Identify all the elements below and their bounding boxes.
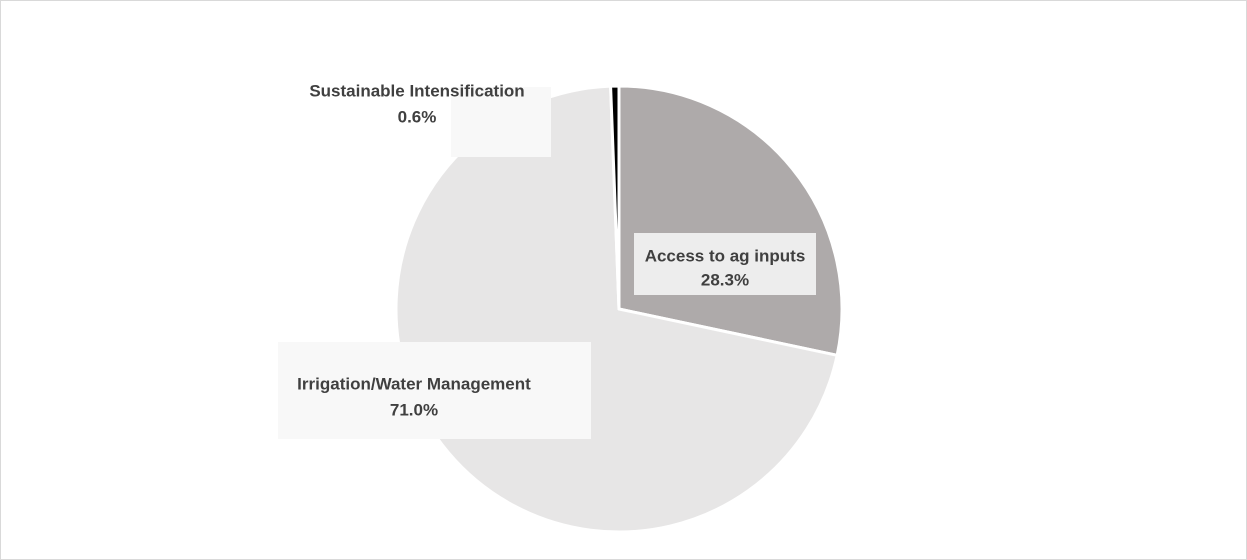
data-label-box [634, 233, 816, 295]
data-label-value: 0.6% [398, 107, 437, 126]
pie-slice-sustainable-intensification [609, 84, 621, 311]
data-label-value: 71.0% [390, 400, 438, 419]
data-label-category: Access to ag inputs [645, 246, 806, 265]
data-label-access-to-ag-inputs: Access to ag inputs 28.3% [634, 233, 816, 295]
data-label-irrigation-water-management: Irrigation/Water Management 71.0% [278, 342, 591, 439]
data-label-box [278, 342, 591, 439]
data-label-category: Irrigation/Water Management [297, 374, 531, 393]
data-label-sustainable-intensification: Sustainable Intensification 0.6% [309, 81, 551, 157]
labels-layer: Access to ag inputs 28.3% Irrigation/Water… [278, 81, 816, 439]
data-label-value: 28.3% [701, 270, 749, 289]
data-label-category: Sustainable Intensification [309, 81, 524, 100]
data-label-box [451, 87, 551, 157]
